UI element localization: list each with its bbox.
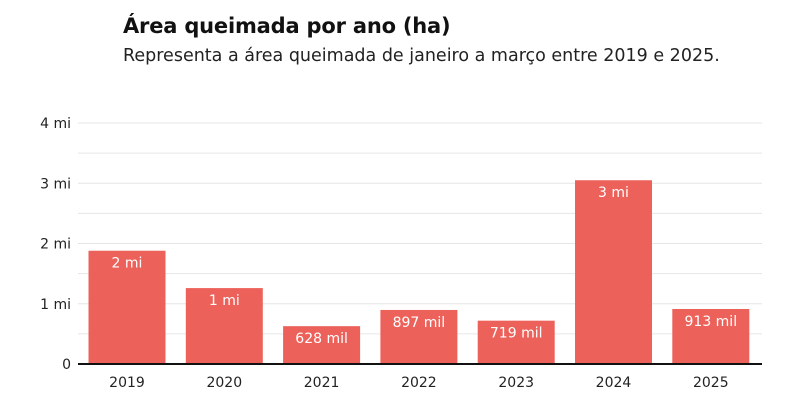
grid-lines	[78, 122, 762, 335]
y-tick-label: 1 mi	[40, 297, 71, 313]
y-tick-label: 3 mi	[40, 176, 71, 192]
bar-data-label: 719 mil	[490, 326, 543, 342]
bar-data-label: 628 mil	[295, 331, 348, 347]
x-axis: 2019 2020 2021 2022 2023 2024 2025	[78, 363, 762, 391]
y-tick-label: 0	[62, 357, 71, 373]
y-tick-label: 2 mi	[40, 237, 71, 253]
bar-2019	[88, 250, 166, 364]
bar-data-label: 1 mi	[209, 293, 240, 309]
bar-2025	[672, 308, 750, 364]
y-tick-label: 4 mi	[40, 116, 71, 132]
x-tick-label: 2025	[693, 375, 729, 391]
chart-title: Área queimada por ano (ha)	[123, 14, 451, 38]
x-tick-label: 2024	[596, 375, 632, 391]
bars	[88, 180, 750, 364]
x-tick-label: 2021	[304, 375, 340, 391]
bar-data-label: 913 mil	[685, 314, 738, 330]
x-tick-label: 2023	[498, 375, 534, 391]
x-tick-label: 2022	[401, 375, 437, 391]
bar-2023	[477, 320, 555, 364]
bar-data-label: 897 mil	[393, 315, 446, 331]
bar-data-label: 2 mi	[112, 256, 143, 272]
x-tick-label: 2019	[109, 375, 145, 391]
x-tick-label: 2020	[206, 375, 242, 391]
bar-2024	[575, 180, 652, 364]
bar-labels: 2 mi 1 mi 628 mil 897 mil 719 mil 3 mi 913 mil	[112, 185, 738, 347]
bar-2022	[380, 309, 458, 364]
bar-data-label: 3 mi	[598, 185, 629, 201]
bar-2020	[185, 288, 263, 364]
chart-subtitle: Representa a área queimada de janeiro a …	[123, 46, 720, 66]
bar-2021	[283, 326, 361, 364]
y-axis: 0 1 mi 2 mi 3 mi 4 mi	[40, 116, 71, 373]
